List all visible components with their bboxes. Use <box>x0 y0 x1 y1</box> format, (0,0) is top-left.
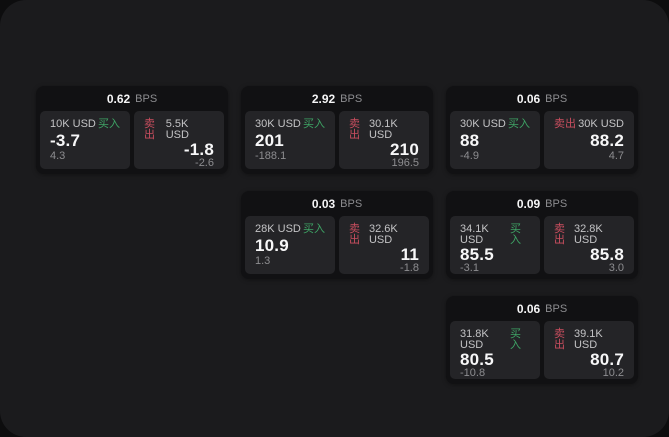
quote-card: 2.92 BPS 30K USD 买入 201 -188.1 卖出 30.1K … <box>241 86 433 174</box>
buy-price: 201 <box>255 131 284 150</box>
sell-label: 卖出 <box>349 118 360 141</box>
quote-card: 0.06 BPS 30K USD 买入 88 -4.9 卖出 30K USD 8… <box>446 86 638 174</box>
sell-delta: 4.7 <box>608 150 624 162</box>
sell-size: 5.5K USD <box>165 118 189 141</box>
sell-delta: -2.6 <box>195 157 214 169</box>
sell-size: 32.6K USD <box>368 223 398 246</box>
buy-size: 30K USD <box>255 118 301 130</box>
spread-unit: BPS <box>135 92 158 105</box>
buy-price: 85.5 <box>460 245 494 264</box>
sell-tile[interactable]: 卖出 32.6K USD 11 -1.8 <box>339 216 429 274</box>
sell-size: 30.1K USD <box>368 118 398 141</box>
buy-label: 买入 <box>303 118 325 130</box>
buy-size: 34.1K USD <box>460 223 489 246</box>
spread-header: 0.03 BPS <box>241 191 433 216</box>
spread-header: 0.09 BPS <box>446 191 638 216</box>
buy-delta: 1.3 <box>255 255 271 267</box>
sell-size: 39.1K USD <box>573 328 603 351</box>
sell-delta: -1.8 <box>400 262 419 274</box>
spread-header: 0.62 BPS <box>36 86 228 111</box>
buy-price: 10.9 <box>255 236 289 255</box>
buy-label: 买入 <box>98 118 120 130</box>
sell-delta: 10.2 <box>602 367 624 379</box>
buy-size: 31.8K USD <box>460 328 489 351</box>
buy-label: 买入 <box>303 223 325 235</box>
sell-size: 32.8K USD <box>573 223 603 246</box>
buy-label: 买入 <box>510 328 522 351</box>
spread-value: 0.62 <box>106 91 131 106</box>
sell-tile[interactable]: 卖出 5.5K USD -1.8 -2.6 <box>134 111 224 169</box>
buy-tile[interactable]: 28K USD 买入 10.9 1.3 <box>245 216 335 274</box>
sell-price: 11 <box>400 245 419 264</box>
spread-value: 0.09 <box>516 196 541 211</box>
buy-delta: -188.1 <box>255 150 287 162</box>
sell-price: 88.2 <box>590 131 624 150</box>
spread-value: 2.92 <box>311 91 336 106</box>
buy-tile[interactable]: 34.1K USD 买入 85.5 -3.1 <box>450 216 540 274</box>
buy-price: -3.7 <box>50 131 81 150</box>
buy-delta: 4.3 <box>50 150 66 162</box>
sell-delta: 196.5 <box>391 157 419 169</box>
buy-tile[interactable]: 30K USD 买入 88 -4.9 <box>450 111 540 169</box>
sell-tile[interactable]: 卖出 39.1K USD 80.7 10.2 <box>544 321 634 379</box>
spread-unit: BPS <box>340 92 363 105</box>
buy-label: 买入 <box>510 223 522 246</box>
spread-unit: BPS <box>545 92 568 105</box>
sell-price: 85.8 <box>590 245 624 264</box>
spread-unit: BPS <box>545 197 568 210</box>
spread-value: 0.03 <box>311 196 336 211</box>
sell-label: 卖出 <box>349 223 360 246</box>
sell-price: -1.8 <box>183 140 214 159</box>
buy-delta: -3.1 <box>460 262 479 274</box>
buy-delta: -4.9 <box>460 150 479 162</box>
spread-unit: BPS <box>545 302 568 315</box>
buy-tile[interactable]: 31.8K USD 买入 80.5 -10.8 <box>450 321 540 379</box>
sell-price: 210 <box>390 140 419 159</box>
quote-card: 0.06 BPS 31.8K USD 买入 80.5 -10.8 卖出 39.1… <box>446 296 638 384</box>
spread-value: 0.06 <box>516 301 541 316</box>
buy-size: 30K USD <box>460 118 506 130</box>
sell-label: 卖出 <box>554 328 565 351</box>
buy-size: 28K USD <box>255 223 301 235</box>
buy-price: 88 <box>460 131 480 150</box>
buy-label: 买入 <box>508 118 530 130</box>
sell-label: 卖出 <box>554 223 565 246</box>
sell-size: 30K USD <box>578 118 624 130</box>
quote-card: 0.62 BPS 10K USD 买入 -3.7 4.3 卖出 5.5K USD… <box>36 86 228 174</box>
sell-delta: 3.0 <box>608 262 624 274</box>
sell-label: 卖出 <box>144 118 155 141</box>
buy-tile[interactable]: 30K USD 买入 201 -188.1 <box>245 111 335 169</box>
quote-card: 0.09 BPS 34.1K USD 买入 85.5 -3.1 卖出 32.8K… <box>446 191 638 279</box>
sell-tile[interactable]: 卖出 30.1K USD 210 196.5 <box>339 111 429 169</box>
spread-header: 2.92 BPS <box>241 86 433 111</box>
quote-card: 0.03 BPS 28K USD 买入 10.9 1.3 卖出 32.6K US… <box>241 191 433 279</box>
spread-header: 0.06 BPS <box>446 296 638 321</box>
spread-header: 0.06 BPS <box>446 86 638 111</box>
sell-label: 卖出 <box>554 118 576 130</box>
sell-tile[interactable]: 卖出 30K USD 88.2 4.7 <box>544 111 634 169</box>
buy-delta: -10.8 <box>460 367 486 379</box>
sell-tile[interactable]: 卖出 32.8K USD 85.8 3.0 <box>544 216 634 274</box>
buy-tile[interactable]: 10K USD 买入 -3.7 4.3 <box>40 111 130 169</box>
spread-value: 0.06 <box>516 91 541 106</box>
buy-size: 10K USD <box>50 118 96 130</box>
sell-price: 80.7 <box>590 350 624 369</box>
buy-price: 80.5 <box>460 350 494 369</box>
spread-unit: BPS <box>340 197 363 210</box>
